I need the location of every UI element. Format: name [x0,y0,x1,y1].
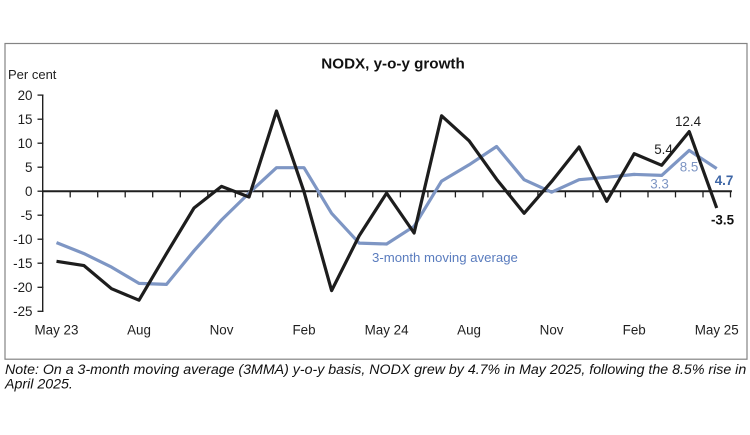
svg-text:15: 15 [18,112,33,127]
svg-text:-10: -10 [13,232,32,247]
svg-text:12.4: 12.4 [675,114,702,129]
svg-text:8.5: 8.5 [680,160,699,175]
svg-text:-5: -5 [21,208,33,223]
svg-text:3-month moving average: 3-month moving average [372,250,518,265]
svg-text:May 25: May 25 [695,323,739,338]
svg-text:NODX, y-o-y growth: NODX, y-o-y growth [321,56,464,73]
svg-text:May 24: May 24 [365,323,409,338]
svg-text:Aug: Aug [457,323,481,338]
svg-text:20: 20 [18,88,33,103]
svg-text:May 23: May 23 [35,323,79,338]
svg-text:-3.5: -3.5 [711,213,735,228]
svg-text:April 2025.: April 2025. [4,377,73,393]
svg-text:-20: -20 [13,280,32,295]
svg-text:10: 10 [18,136,33,151]
svg-text:-15: -15 [13,256,32,271]
svg-text:Aug: Aug [127,323,151,338]
svg-text:-25: -25 [13,304,32,319]
svg-text:Feb: Feb [292,323,315,338]
svg-text:Nov: Nov [210,323,234,338]
svg-text:Feb: Feb [623,323,646,338]
svg-text:5.4: 5.4 [654,142,673,157]
svg-text:3.3: 3.3 [650,176,669,191]
svg-text:Note: On a 3-month moving aver: Note: On a 3-month moving average (3MMA)… [5,362,746,378]
svg-text:0: 0 [25,184,32,199]
svg-text:Nov: Nov [540,323,564,338]
svg-text:Per cent: Per cent [8,67,57,82]
svg-text:4.7: 4.7 [715,173,734,188]
svg-text:5: 5 [25,160,32,175]
